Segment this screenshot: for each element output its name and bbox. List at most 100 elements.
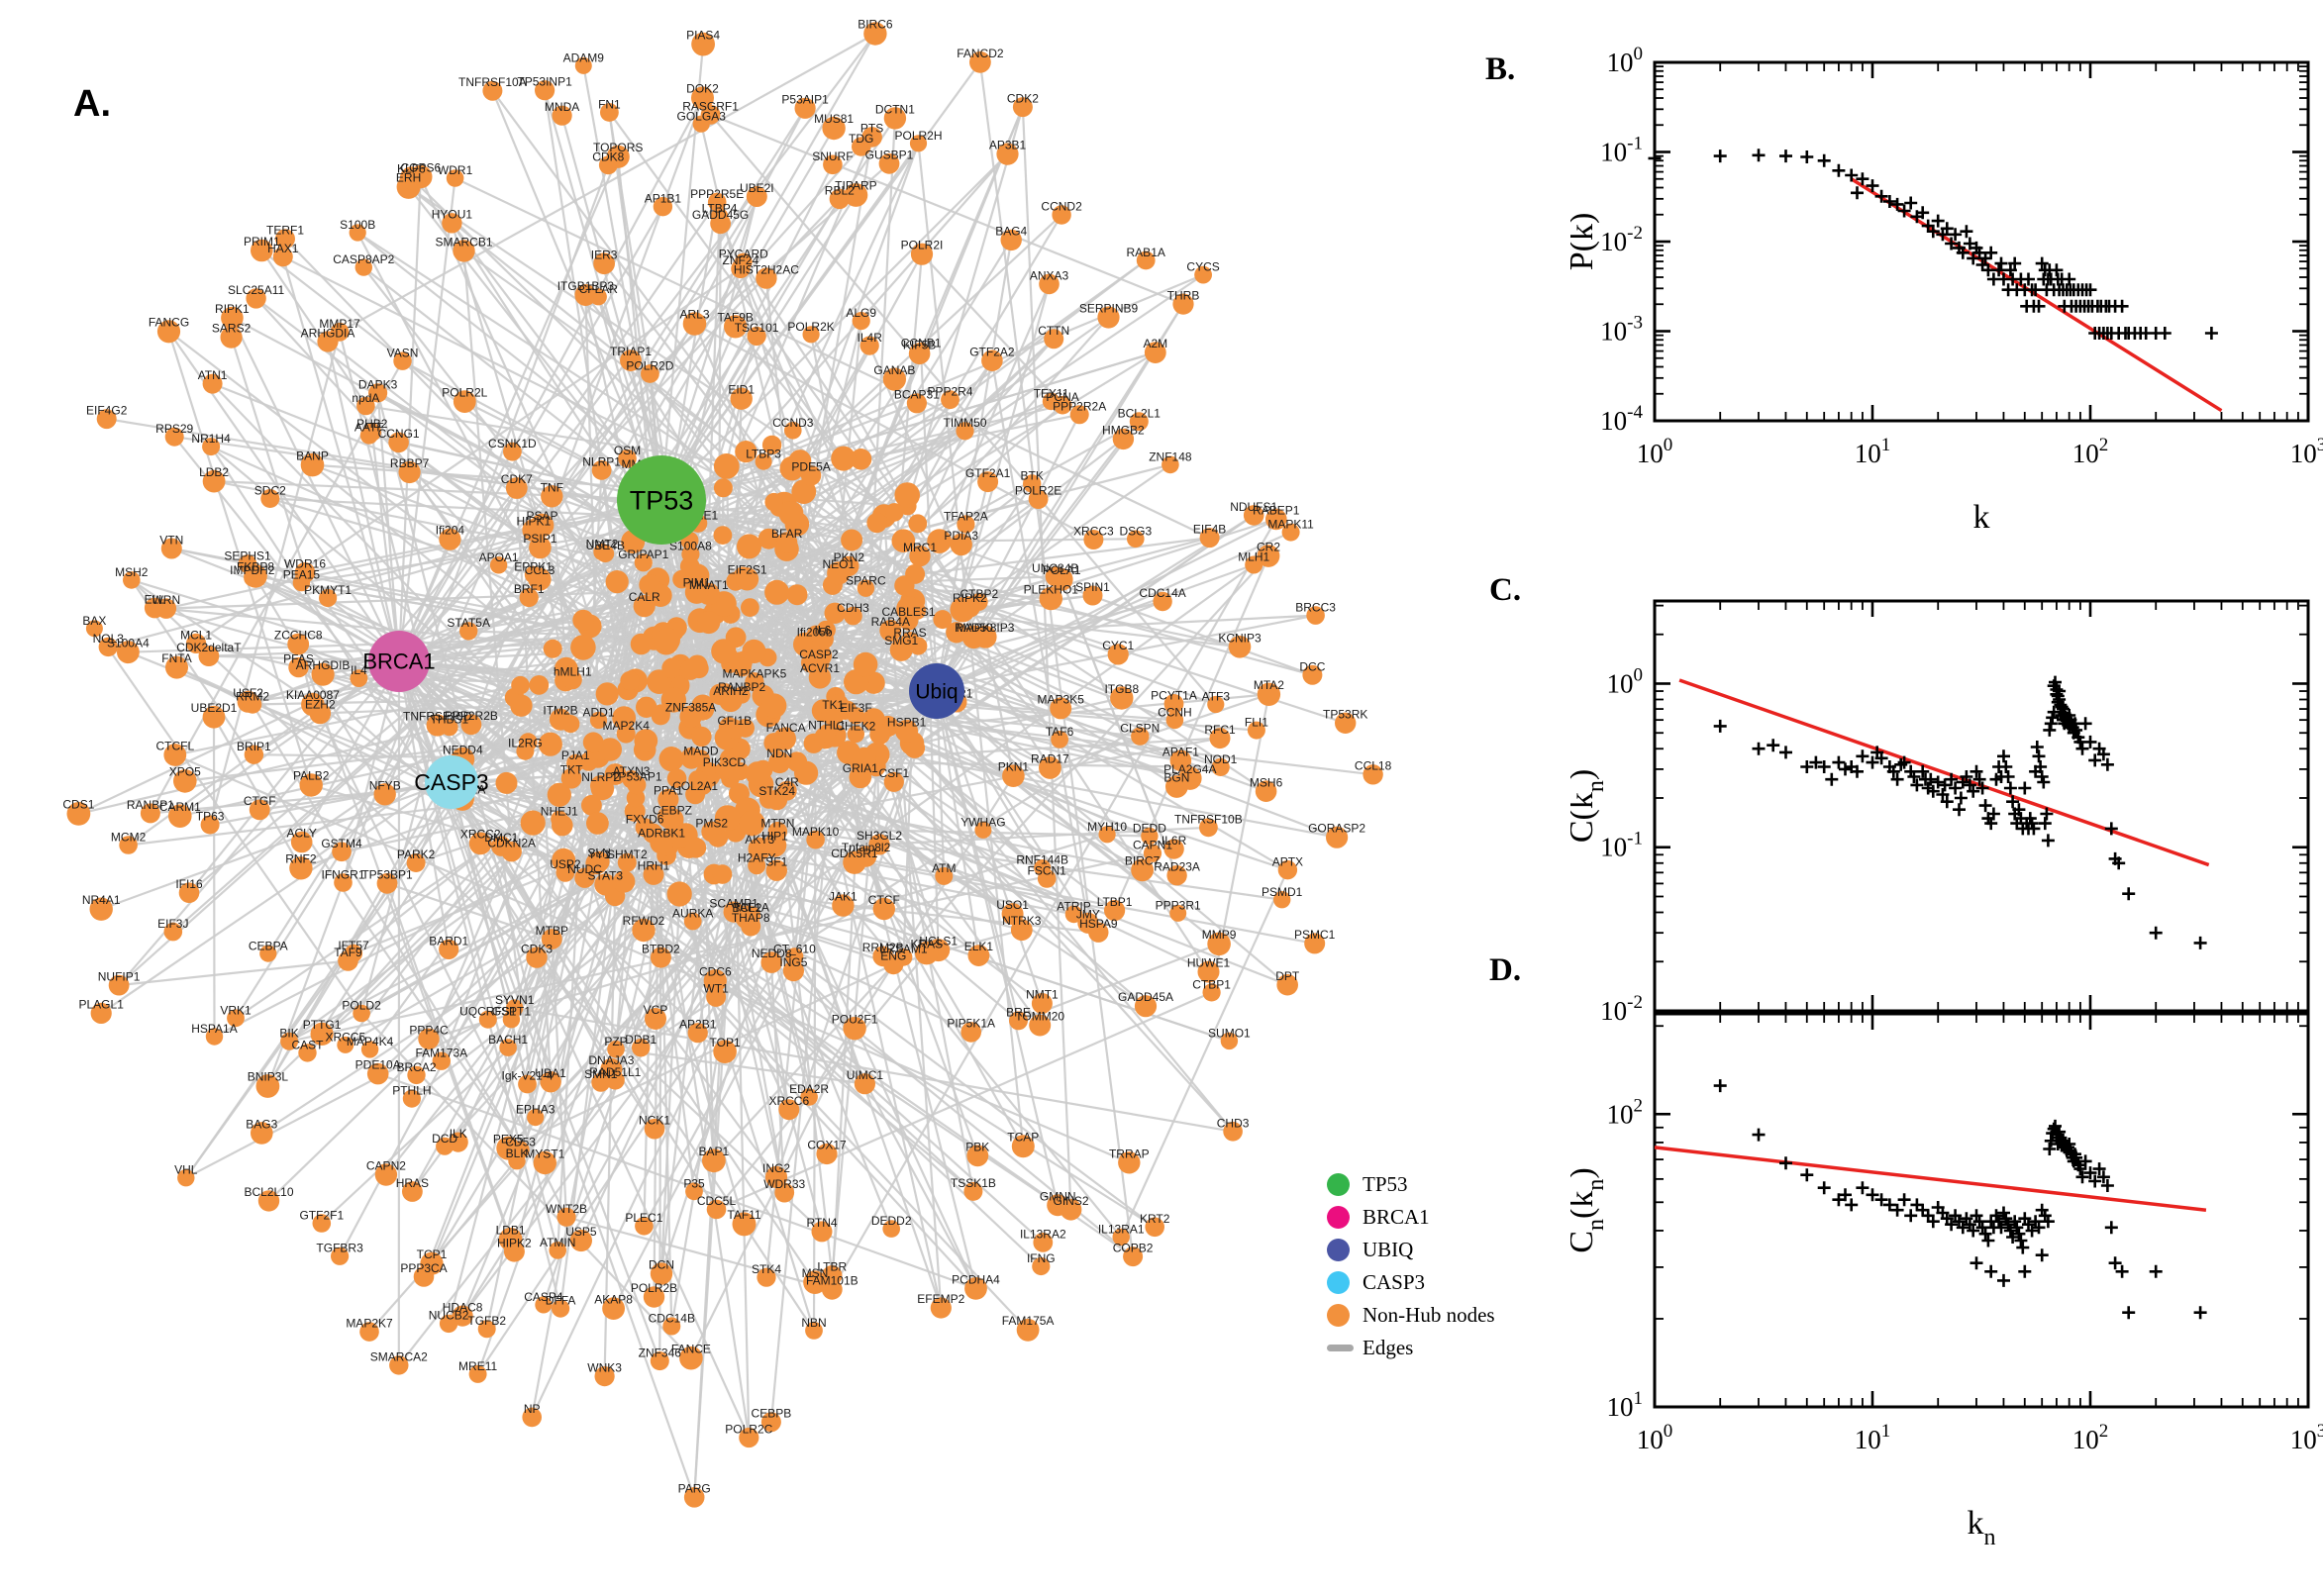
hub-label-casp3: CASP3 [414,769,488,795]
gene-label: RFC1 [1204,723,1236,737]
gene-node [650,1262,673,1285]
gene-label: FXYD6 [626,812,664,826]
gene-node [221,306,244,330]
hub-node-tp53 [617,455,706,545]
gene-node [685,784,706,805]
gene-node [685,837,707,858]
gene-node [1255,780,1277,802]
gene-node [653,197,673,217]
gene-node [859,336,879,355]
edge-swatch-icon [1327,1345,1354,1351]
gene-label: S100A8 [669,540,712,553]
legend-label: UBIQ [1363,1238,1414,1261]
gene-node [768,750,791,774]
gene-label: NOD1 [1204,752,1238,766]
gene-node [257,1190,280,1212]
network-edge [342,660,401,883]
gene-label: HAX1 [267,242,299,255]
gene-label: SLN [587,847,610,860]
gene-node [898,610,919,631]
gene-label: CASP8AP2 [333,252,394,266]
gene-node [560,767,582,789]
network-edge [167,331,313,786]
gene-node [966,1145,989,1167]
tick-label: 101 [1855,1421,1891,1454]
gene-node [140,803,160,824]
network-edge [210,446,764,697]
gene-label: POLR2D [626,358,673,372]
gene-label: NMT1 [1026,988,1059,1002]
gene-node [832,894,855,917]
gene-label: HSPA9 [1079,917,1118,931]
network-edge [185,1018,489,1179]
network-edge [549,744,598,864]
gene-label: ADRBK1 [638,827,685,841]
gene-label: MRE11 [458,1359,497,1373]
gene-node [786,584,808,606]
gene-node [511,675,530,695]
gene-label: PSIP1 [523,532,556,546]
gene-label: VCP [644,1003,668,1017]
gene-node [785,948,804,966]
network-edge [131,578,1059,1207]
gene-label: WNK3 [587,1361,622,1375]
chart-clustering-coefficient: 100 10-1 10-2 C(kn) [1570,599,2310,1026]
gene-label: BAG4 [995,225,1027,239]
gene-node [376,872,398,894]
network-edge [362,266,662,501]
gene-node [666,881,692,907]
gene-node [163,922,183,942]
gene-node [1028,489,1049,509]
gene-label: TCAP [1007,1131,1039,1145]
gene-label: POU2F1 [832,1012,878,1026]
gene-label: CDS1 [62,798,94,812]
gene-label: NDN [766,747,792,760]
gene-label: FANCD2 [957,47,1004,60]
gene-label: MADD [683,744,719,757]
gene-label: BCL2L1 [1118,407,1162,421]
gene-label: HMGB2 [1102,424,1145,438]
gene-label: UNC84B [1032,561,1078,575]
gene-label: PCNA [1046,390,1078,404]
gene-label: FAM175A [1002,1314,1055,1328]
gene-label: EID1 [728,383,755,397]
gene-label: CTBP2 [960,587,998,601]
gene-node [569,1229,593,1252]
gene-label: TNF [541,480,563,494]
gene-label: COL2A1 [672,779,718,793]
gene-node [389,1355,409,1375]
gene-label: APTX [1272,854,1303,868]
gene-node [413,1266,435,1287]
gene-label: IL2RG [508,737,543,750]
network-edge [356,232,541,580]
tick-label: 101 [1607,1388,1644,1422]
gene-label: CDC5L [697,1194,737,1208]
gene-label: BTK [1021,468,1044,482]
gene-node [1302,664,1323,685]
gene-node [519,587,539,608]
gene-label: Ifi204 [436,524,465,538]
gene-label: GINS2 [1053,1194,1088,1208]
gene-node [552,105,572,126]
gene-node [703,969,727,993]
gene-label: ATM [932,861,956,875]
hub-label-ubiq: Ubiq [915,680,958,703]
gene-node [442,213,462,234]
gene-node [160,538,182,559]
gene-label: MUS81 [814,112,854,126]
gene-label: COX17 [807,1139,847,1152]
gene-label: EIF3F [840,701,872,715]
gene-label: UBE4B [586,539,625,552]
network-edge [461,816,670,1317]
gene-node [1223,1122,1243,1142]
gene-node [909,545,931,567]
gene-label: GRIPAP1 [618,548,668,561]
gene-node [723,901,745,923]
gene-label: TAF1A [733,901,768,915]
gene-node [556,1207,576,1227]
gene-label: APAF1 [1162,745,1199,758]
gene-node [1169,749,1192,771]
gene-node [1031,993,1053,1014]
network-edge [688,540,806,646]
gene-node [529,675,550,695]
